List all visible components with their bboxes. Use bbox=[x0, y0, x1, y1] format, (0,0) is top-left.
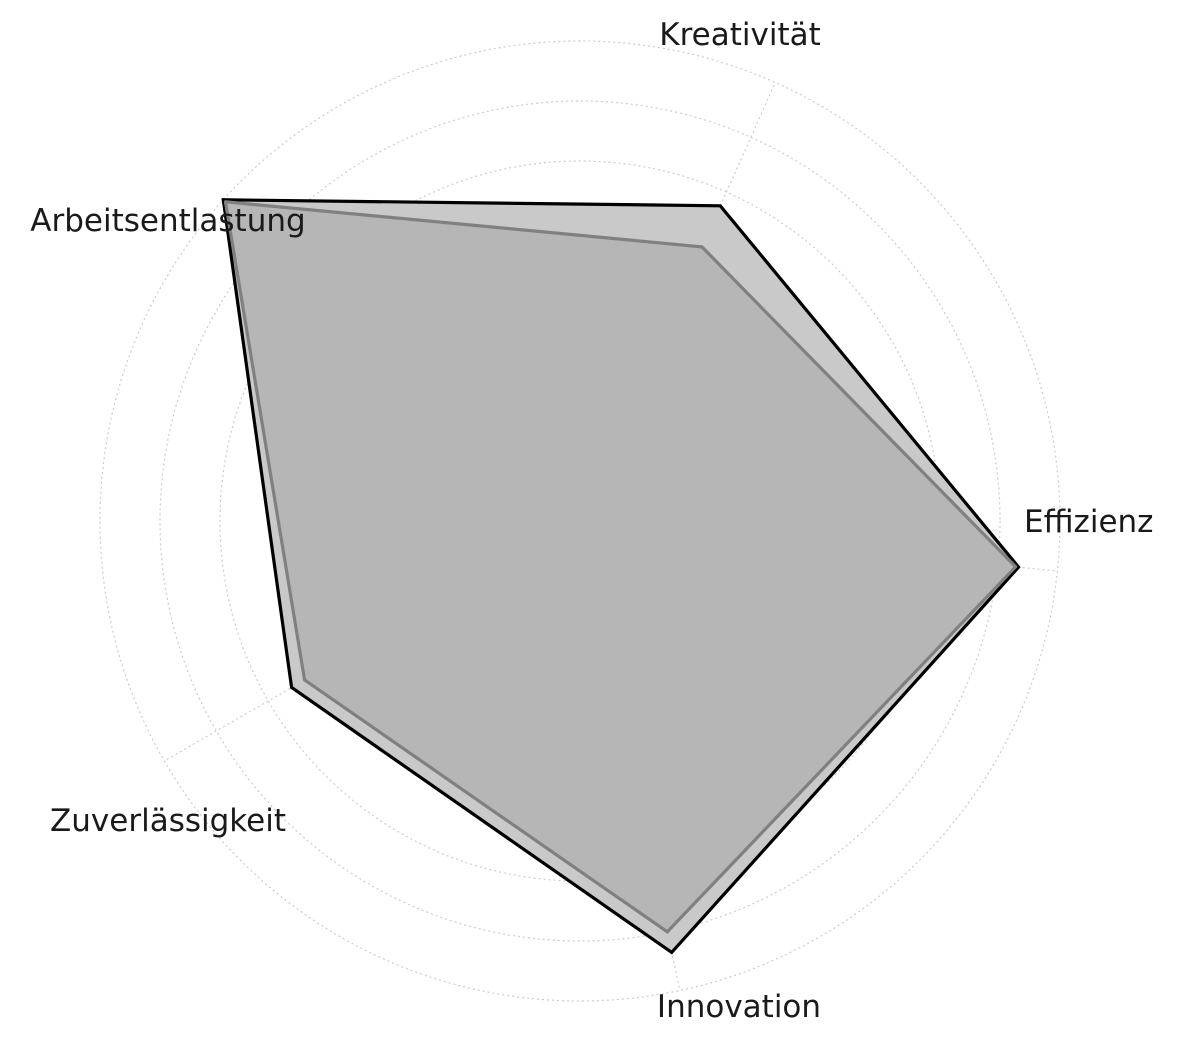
label-layer: Effizienz Kreativität Arbeitsentlastung Zuv… bbox=[30, 17, 1153, 1025]
axis-label-3: Arbeitsentlastung bbox=[30, 203, 305, 239]
series-point bbox=[700, 245, 704, 249]
series-point bbox=[303, 678, 307, 682]
series-line bbox=[221, 198, 1021, 955]
series-point bbox=[670, 950, 674, 954]
axis-label-4: Zuverlässigkeit bbox=[50, 803, 286, 839]
series-point bbox=[1014, 565, 1018, 569]
axis-label-5: Innovation bbox=[657, 989, 821, 1025]
series-area bbox=[225, 201, 1016, 932]
grid-ring bbox=[99, 40, 1061, 1002]
series-point bbox=[665, 930, 669, 934]
axis-label-1: Effizienz bbox=[1024, 504, 1153, 540]
grid-ring bbox=[159, 100, 1001, 942]
series-point bbox=[221, 198, 225, 202]
series-point bbox=[718, 204, 722, 208]
axis-label-2: Kreativität bbox=[659, 17, 821, 53]
series-layer bbox=[221, 198, 1021, 955]
series-point bbox=[224, 200, 228, 204]
series-line bbox=[223, 200, 1018, 934]
series-point bbox=[1017, 565, 1021, 569]
series-point bbox=[290, 686, 294, 689]
